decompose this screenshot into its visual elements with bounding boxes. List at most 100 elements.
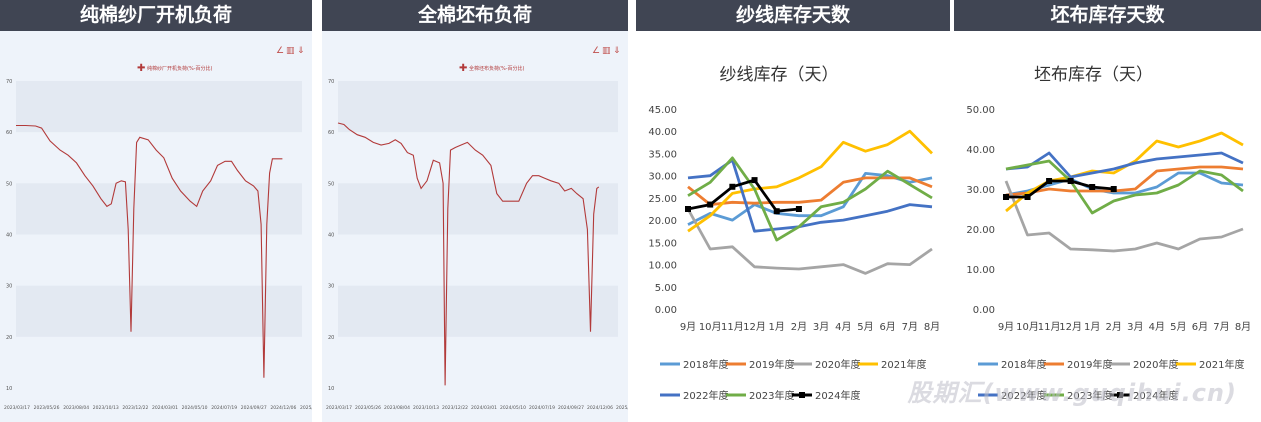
- legend-label: 2023年度: [749, 389, 794, 402]
- x-tick-label: 2024/12/06: [270, 405, 296, 411]
- x-tick-label: 3月: [813, 321, 829, 333]
- legend: 2018年度 2019年度 2020年度 2021年度 2022年度 2023年度 2024…: [978, 358, 1244, 402]
- series-line: [1005, 171, 1244, 197]
- x-tick-label: 5月: [857, 321, 873, 333]
- y-tick-label: 10.00: [966, 265, 995, 276]
- series-line: [686, 208, 933, 275]
- x-tick-label: 11月: [721, 321, 744, 333]
- y-tick-label: 40: [6, 233, 12, 239]
- x-tick-label: 2024/09/27: [558, 405, 584, 411]
- fabric-load-chart: ∠ ▥ ⇓ ✚ 全棉坯布负荷(%-百分比) 70 60 50 40 30 20 10 2023/03/1…: [322, 31, 628, 422]
- data-point: [795, 206, 802, 212]
- series-2018年度: [1005, 171, 1244, 197]
- x-tick-label: 2024/05/10: [500, 405, 526, 411]
- legend: 2018年度 2019年度 2020年度 2021年度 2022年度 2023年度 2024…: [660, 358, 926, 402]
- series-2022年度: [687, 158, 933, 233]
- x-tick-label: 2月: [791, 321, 807, 333]
- x-tick-label: 2023/08/04: [63, 405, 89, 411]
- series-2020年度: [686, 208, 933, 275]
- grid-band: [16, 183, 302, 235]
- legend-label: 2022年度: [683, 389, 728, 402]
- y-tick-label: 0.00: [655, 305, 677, 316]
- series-2020年度: [1004, 180, 1244, 253]
- panel-title: 纱线库存天数: [636, 0, 950, 31]
- data-point: [729, 183, 736, 190]
- x-tick-label: 10月: [699, 321, 722, 333]
- y-tick-label: 40.00: [648, 127, 677, 138]
- y-tick-label: 70: [6, 79, 12, 85]
- y-tick-label: 50: [6, 181, 12, 187]
- chart-type-icon: ∠: [276, 46, 284, 56]
- grid-band: [16, 285, 302, 337]
- y-tick-label: 20.00: [966, 225, 995, 236]
- fabric-inventory-chart: 坯布库存（天） 0.00 10.00 20.00 30.00 40.00 50.00 9月 10…: [966, 65, 1251, 402]
- series-line: [1005, 151, 1244, 179]
- data-point: [1067, 178, 1074, 184]
- y-tick-label: 70: [328, 79, 334, 85]
- x-tick-label: 2024/12/06: [587, 405, 613, 411]
- x-tick-label: 6月: [1192, 321, 1208, 333]
- y-tick-label: 30: [6, 284, 12, 290]
- y-tick-label: 25.00: [648, 194, 677, 205]
- panel-title: 纯棉纱厂开机负荷: [0, 0, 312, 31]
- legend-label: 2022年度: [1001, 389, 1046, 402]
- grid-band: [338, 183, 618, 235]
- legend-label: 2023年度: [1067, 389, 1112, 402]
- y-tick-label: 30.00: [966, 185, 995, 196]
- legend-marker: ✚: [137, 63, 145, 74]
- panel-yarn-inventory: 纱线库存天数 纱线库存（天） 0.00 5.00 10.00 15.00 20.00 25.…: [636, 0, 950, 422]
- series-line: [1006, 179, 1114, 199]
- bar-chart-icon: ▥: [286, 46, 295, 56]
- x-tick-label: 8月: [924, 321, 940, 333]
- bar-chart-icon: ▥: [602, 46, 611, 56]
- x-tick-label: 2024/09/27: [241, 405, 267, 411]
- data-point: [1110, 186, 1117, 192]
- legend-marker: ✚: [459, 63, 467, 74]
- data-point: [1089, 184, 1096, 190]
- series-line: [337, 122, 600, 386]
- panel-title: 全棉坯布负荷: [322, 0, 628, 31]
- x-tick-label: 2025/02/21: [616, 405, 628, 411]
- data-point: [685, 206, 691, 212]
- y-tick-label: 45.00: [648, 105, 677, 116]
- series-2023年度: [687, 156, 933, 242]
- legend-label: 2019年度: [1067, 358, 1112, 371]
- x-tick-label: 2024/03/01: [471, 405, 497, 411]
- toolbar-icons: ∠ ▥ ⇓: [276, 46, 305, 56]
- x-tick-label: 8月: [1235, 321, 1251, 333]
- x-tick-label: 2023/12/22: [442, 405, 468, 411]
- legend-label: 2020年度: [1133, 358, 1178, 371]
- panel-fabric-inventory: 坯布库存天数 坯布库存（天） 0.00 10.00 20.00 30.00 40.00 50…: [954, 0, 1261, 422]
- legend-label: 2020年度: [815, 358, 860, 371]
- panel-fabric-load: 全棉坯布负荷 ∠ ▥ ⇓ ✚ 全棉坯布负荷(%-百分比) 70 60 50 40 30 20 10 20…: [322, 0, 628, 422]
- series-line: [1005, 165, 1244, 197]
- series-2022年度: [1005, 151, 1244, 179]
- legend-label: 纯棉纱厂开机负荷(%-百分比): [147, 65, 213, 72]
- y-tick-label: 0.00: [973, 305, 995, 316]
- legend-marker: [1117, 392, 1123, 398]
- y-tick-label: 20: [6, 335, 12, 341]
- grid-band: [16, 81, 302, 133]
- legend-label: 2018年度: [683, 358, 728, 371]
- x-tick-label: 9月: [998, 321, 1014, 333]
- data-point: [1003, 194, 1009, 200]
- series-line: [16, 124, 283, 378]
- download-icon: ⇓: [613, 46, 621, 56]
- y-tick-label: 10: [328, 386, 334, 392]
- y-tick-label: 30.00: [648, 172, 677, 183]
- data-point: [1024, 194, 1031, 200]
- legend-label: 2024年度: [815, 389, 860, 402]
- x-tick-label: 2025/02/14: [300, 405, 312, 411]
- legend-label: 2019年度: [749, 358, 794, 371]
- x-tick-label: 2024/05/10: [182, 405, 208, 411]
- x-tick-label: 4月: [1149, 321, 1165, 333]
- legend-label: 2021年度: [881, 358, 926, 371]
- series-2024年度: [685, 177, 802, 215]
- series-line: [687, 129, 933, 233]
- x-tick-label: 12月: [743, 321, 766, 333]
- x-tick-label: 2024/07/19: [211, 405, 237, 411]
- x-tick-label: 2023/10/13: [413, 405, 439, 411]
- x-tick-label: 2024/07/19: [529, 405, 555, 411]
- data-point: [773, 208, 780, 215]
- x-tick-label: 11月: [1038, 321, 1061, 333]
